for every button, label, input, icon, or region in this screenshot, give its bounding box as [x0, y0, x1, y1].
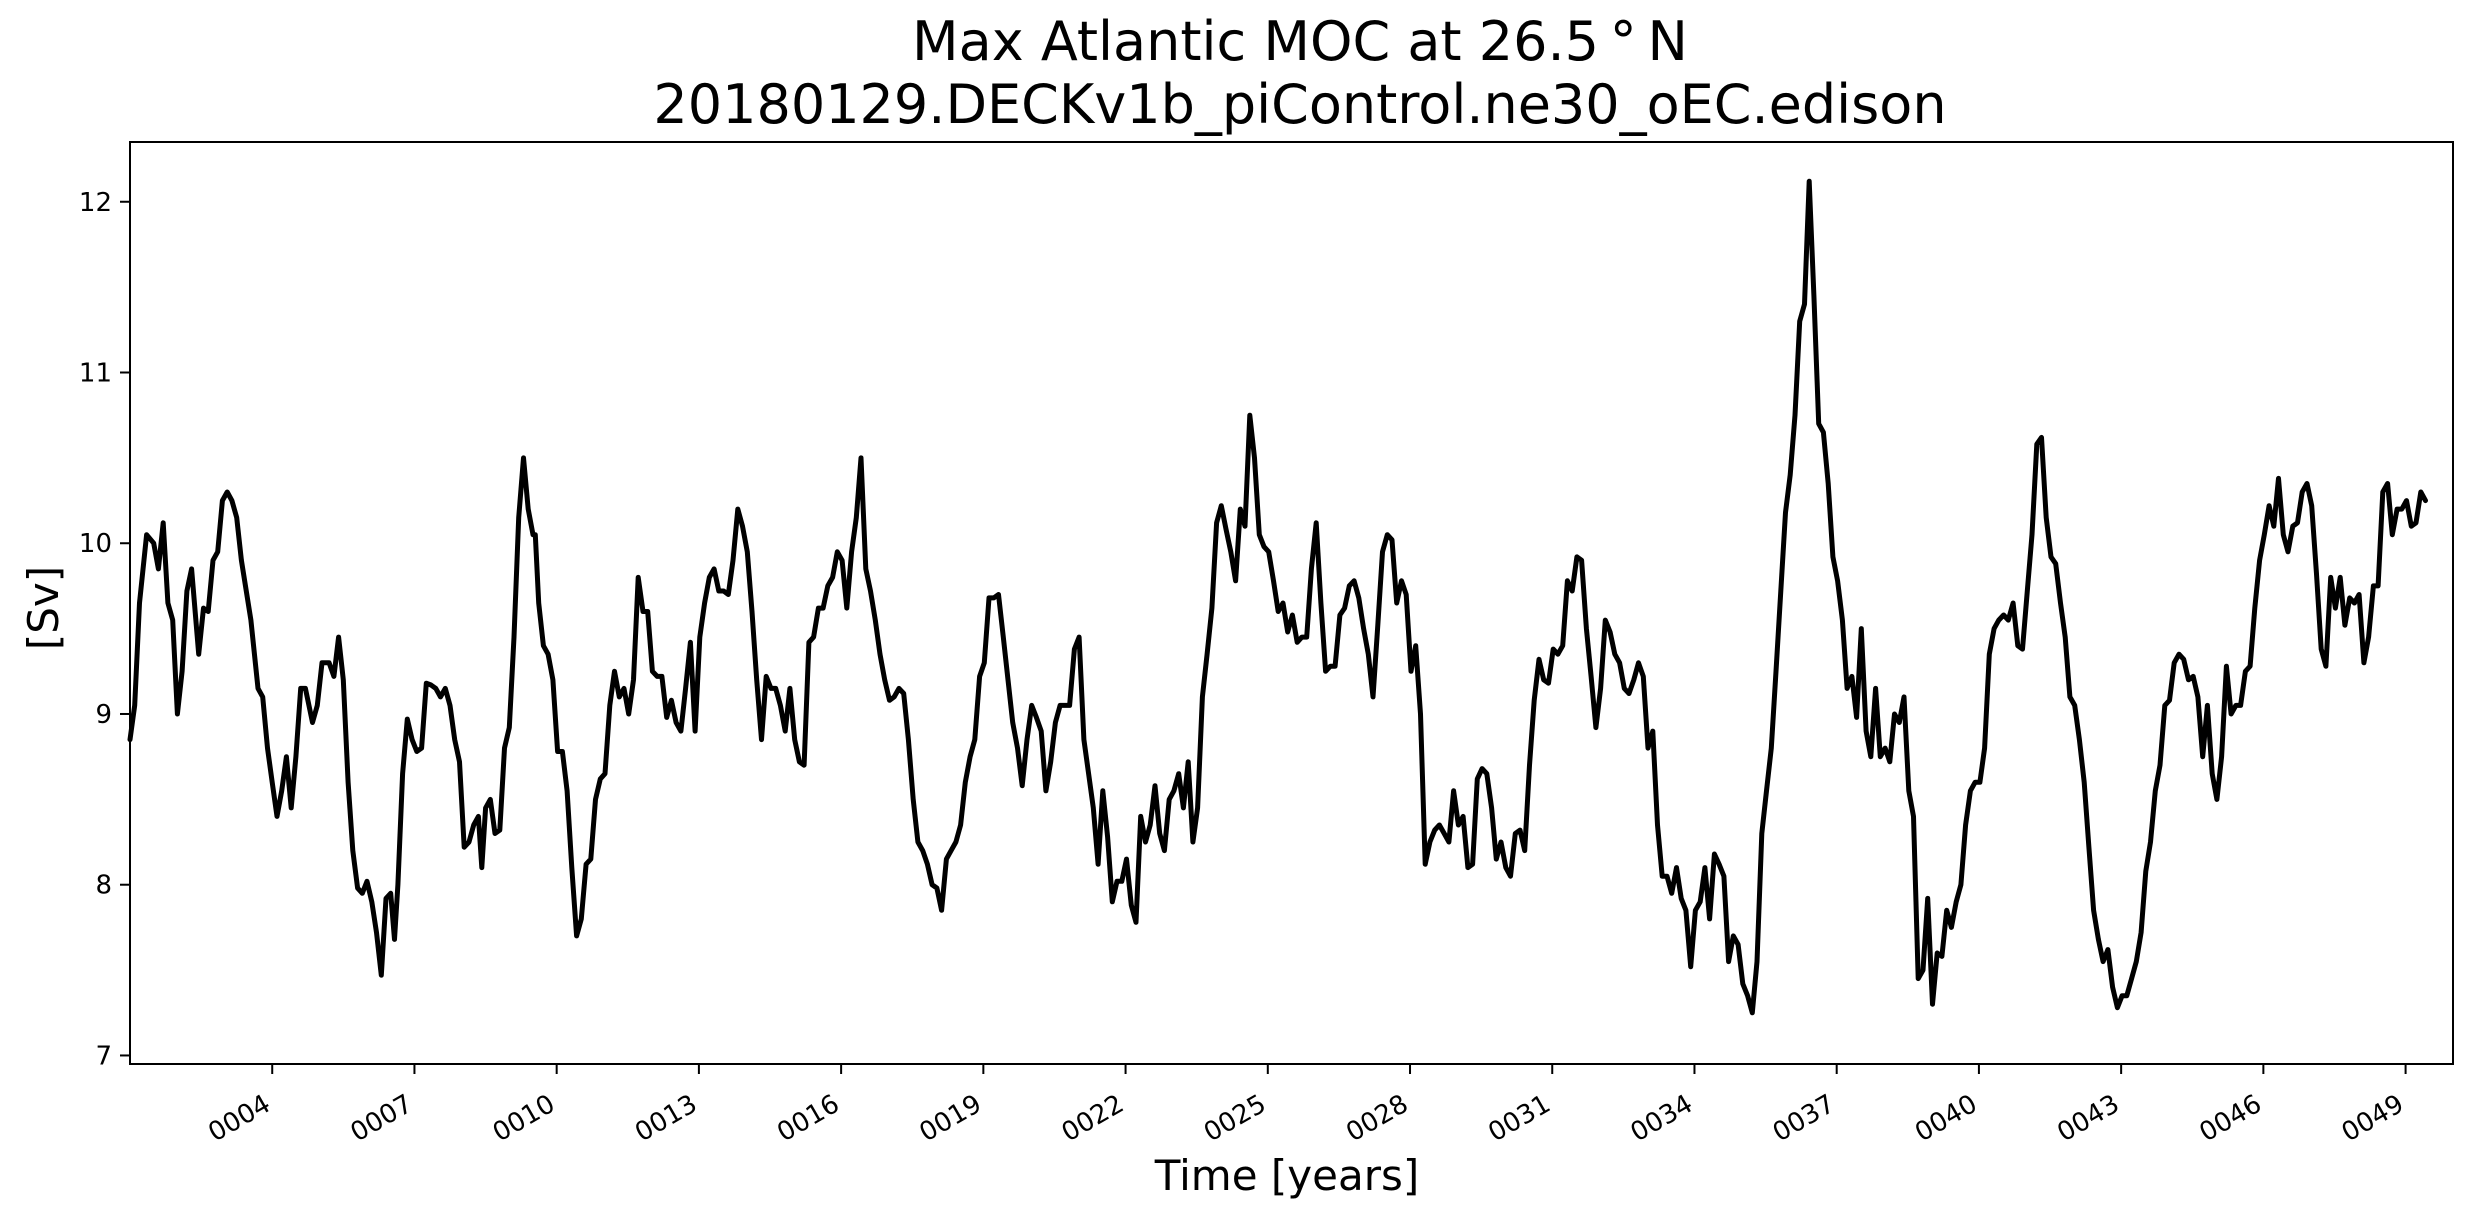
- x-tick-label: 0040: [1910, 1089, 1982, 1148]
- chart-subtitle: 20180129.DECKv1b_piControl.ne30_oEC.edis…: [653, 73, 1946, 136]
- x-tick-label: 0010: [488, 1089, 560, 1148]
- x-tick-label: 0043: [2052, 1089, 2124, 1148]
- y-tick-label: 9: [95, 700, 112, 730]
- x-tick-label: 0028: [1341, 1089, 1413, 1148]
- plot-area: [127, 141, 2454, 1065]
- x-tick-label: 0031: [1483, 1089, 1555, 1148]
- y-tick-label: 12: [79, 188, 112, 218]
- x-tick-label: 0019: [915, 1089, 987, 1148]
- y-tick-label: 10: [79, 529, 112, 559]
- y-tick-label: 11: [79, 359, 112, 389]
- x-tick-label: 0046: [2195, 1089, 2267, 1148]
- x-tick-label: 0007: [346, 1089, 418, 1148]
- x-tick-label: 0004: [203, 1089, 275, 1148]
- y-tick-label: 8: [95, 871, 112, 901]
- series-line-0: [127, 178, 2428, 1016]
- y-tick-label: 7: [95, 1041, 112, 1071]
- x-tick-label: 0022: [1057, 1089, 1129, 1148]
- x-tick-label: 0034: [1626, 1089, 1698, 1148]
- x-axis: 0004 0007 0010 0013 0016 0019 0022 0025 0028 0031…: [203, 1064, 2409, 1148]
- chart-title: Max Atlantic MOC at 26.5 ° N: [912, 10, 1688, 73]
- x-tick-label: 0016: [772, 1089, 844, 1148]
- y-axis-label: [Sv]: [19, 566, 68, 650]
- x-tick-label: 0049: [2337, 1089, 2409, 1148]
- plot-frame: [129, 141, 2454, 1065]
- x-tick-label: 0037: [1768, 1089, 1840, 1148]
- x-tick-label: 0013: [630, 1089, 702, 1148]
- x-axis-label: Time [years]: [1154, 1151, 1420, 1200]
- y-axis: 7 8 9 10 11 12: [79, 188, 130, 1071]
- x-tick-label: 0025: [1199, 1089, 1271, 1148]
